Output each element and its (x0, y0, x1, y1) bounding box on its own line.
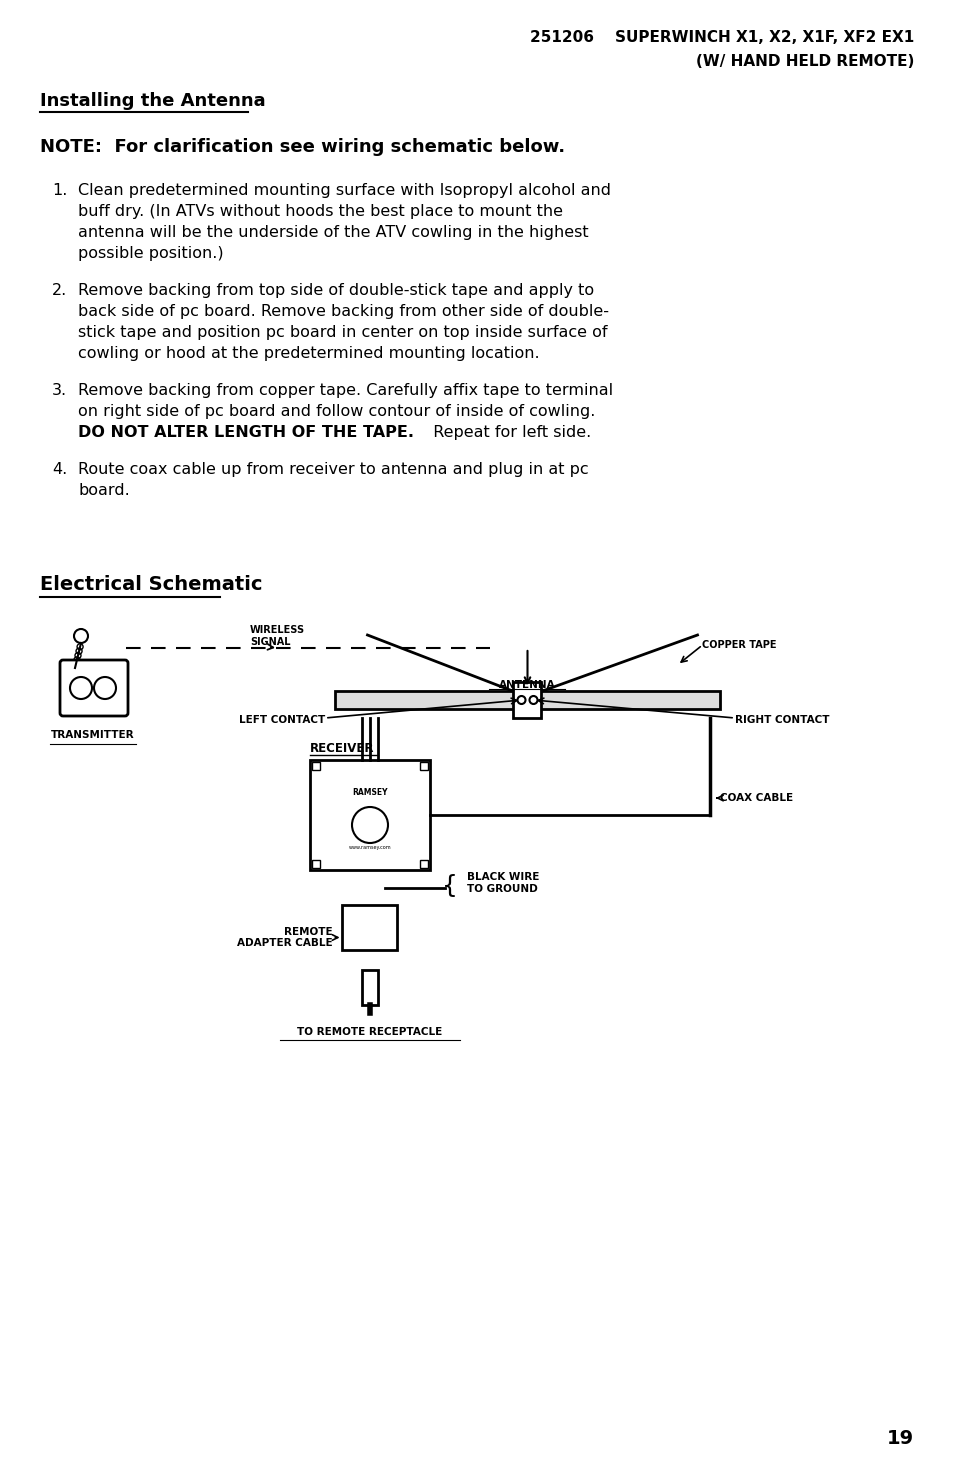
Text: RAMSEY: RAMSEY (352, 788, 387, 797)
Circle shape (517, 696, 525, 704)
Text: RECEIVER: RECEIVER (310, 742, 375, 755)
Text: board.: board. (78, 482, 130, 499)
Circle shape (352, 807, 388, 844)
Text: TRANSMITTER: TRANSMITTER (51, 730, 134, 740)
Text: on right side of pc board and follow contour of inside of cowling.: on right side of pc board and follow con… (78, 404, 595, 419)
Text: (W/ HAND HELD REMOTE): (W/ HAND HELD REMOTE) (695, 55, 913, 69)
Bar (335, 690, 720, 709)
Bar (310, 760, 430, 870)
Text: 1.: 1. (52, 183, 68, 198)
Text: TO REMOTE RECEPTACLE: TO REMOTE RECEPTACLE (297, 1027, 442, 1037)
Text: buff dry. (In ATVs without hoods the best place to mount the: buff dry. (In ATVs without hoods the bes… (78, 204, 562, 218)
Text: 19: 19 (886, 1429, 913, 1448)
Bar (342, 906, 397, 950)
Text: WIRELESS
SIGNAL: WIRELESS SIGNAL (250, 625, 305, 646)
Text: Clean predetermined mounting surface with Isopropyl alcohol and: Clean predetermined mounting surface wit… (78, 183, 610, 198)
FancyBboxPatch shape (60, 659, 128, 715)
Circle shape (94, 677, 116, 699)
Bar (312, 763, 319, 770)
Text: antenna will be the underside of the ATV cowling in the highest: antenna will be the underside of the ATV… (78, 226, 588, 240)
Text: Remove backing from top side of double-stick tape and apply to: Remove backing from top side of double-s… (78, 283, 594, 298)
Text: {: { (441, 875, 457, 898)
Text: possible position.): possible position.) (78, 246, 223, 261)
Text: 251206    SUPERWINCH X1, X2, X1F, XF2 EX1: 251206 SUPERWINCH X1, X2, X1F, XF2 EX1 (529, 30, 913, 46)
Text: COAX CABLE: COAX CABLE (720, 794, 792, 802)
Bar (419, 860, 428, 867)
Bar (312, 860, 319, 867)
Text: stick tape and position pc board in center on top inside surface of: stick tape and position pc board in cent… (78, 324, 607, 341)
Bar (361, 971, 377, 1004)
Text: REMOTE
ADAPTER CABLE: REMOTE ADAPTER CABLE (236, 926, 333, 948)
Text: BLACK WIRE
TO GROUND: BLACK WIRE TO GROUND (467, 872, 538, 894)
Text: Route coax cable up from receiver to antenna and plug in at pc: Route coax cable up from receiver to ant… (78, 462, 588, 476)
Text: 3.: 3. (52, 384, 67, 398)
Text: NOTE:  For clarification see wiring schematic below.: NOTE: For clarification see wiring schem… (40, 139, 564, 156)
Text: LEFT CONTACT: LEFT CONTACT (238, 715, 325, 726)
Text: Installing the Antenna: Installing the Antenna (40, 91, 265, 111)
Text: cowling or hood at the predetermined mounting location.: cowling or hood at the predetermined mou… (78, 347, 539, 361)
Text: DO NOT ALTER LENGTH OF THE TAPE.: DO NOT ALTER LENGTH OF THE TAPE. (78, 425, 414, 440)
Text: 4.: 4. (52, 462, 67, 476)
Circle shape (529, 696, 537, 704)
Text: Remove backing from copper tape. Carefully affix tape to terminal: Remove backing from copper tape. Careful… (78, 384, 613, 398)
Text: www.ramsey.com: www.ramsey.com (349, 845, 391, 850)
Text: RIGHT CONTACT: RIGHT CONTACT (734, 715, 828, 726)
Text: back side of pc board. Remove backing from other side of double-: back side of pc board. Remove backing fr… (78, 304, 608, 319)
Text: COPPER TAPE: COPPER TAPE (701, 640, 776, 650)
Bar (419, 763, 428, 770)
Text: ANTENNA: ANTENNA (498, 680, 556, 690)
Text: 2.: 2. (52, 283, 67, 298)
Bar (513, 681, 541, 718)
Text: Repeat for left side.: Repeat for left side. (422, 425, 591, 440)
Circle shape (70, 677, 91, 699)
Text: Electrical Schematic: Electrical Schematic (40, 575, 262, 594)
